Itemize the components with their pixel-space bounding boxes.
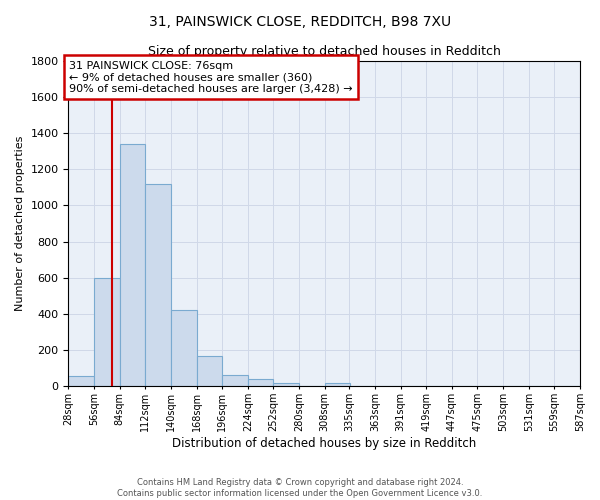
Bar xyxy=(325,383,350,386)
Bar xyxy=(145,184,171,386)
Bar xyxy=(171,310,197,386)
X-axis label: Distribution of detached houses by size in Redditch: Distribution of detached houses by size … xyxy=(172,437,476,450)
Text: Contains HM Land Registry data © Crown copyright and database right 2024.
Contai: Contains HM Land Registry data © Crown c… xyxy=(118,478,482,498)
Bar xyxy=(119,144,145,386)
Title: Size of property relative to detached houses in Redditch: Size of property relative to detached ho… xyxy=(148,45,500,58)
Bar xyxy=(274,383,299,386)
Bar xyxy=(197,356,222,386)
Bar xyxy=(68,376,94,386)
Text: 31 PAINSWICK CLOSE: 76sqm
← 9% of detached houses are smaller (360)
90% of semi-: 31 PAINSWICK CLOSE: 76sqm ← 9% of detach… xyxy=(70,60,353,94)
Bar xyxy=(222,374,248,386)
Bar xyxy=(248,379,274,386)
Bar xyxy=(94,278,119,386)
Y-axis label: Number of detached properties: Number of detached properties xyxy=(15,136,25,311)
Text: 31, PAINSWICK CLOSE, REDDITCH, B98 7XU: 31, PAINSWICK CLOSE, REDDITCH, B98 7XU xyxy=(149,15,451,29)
